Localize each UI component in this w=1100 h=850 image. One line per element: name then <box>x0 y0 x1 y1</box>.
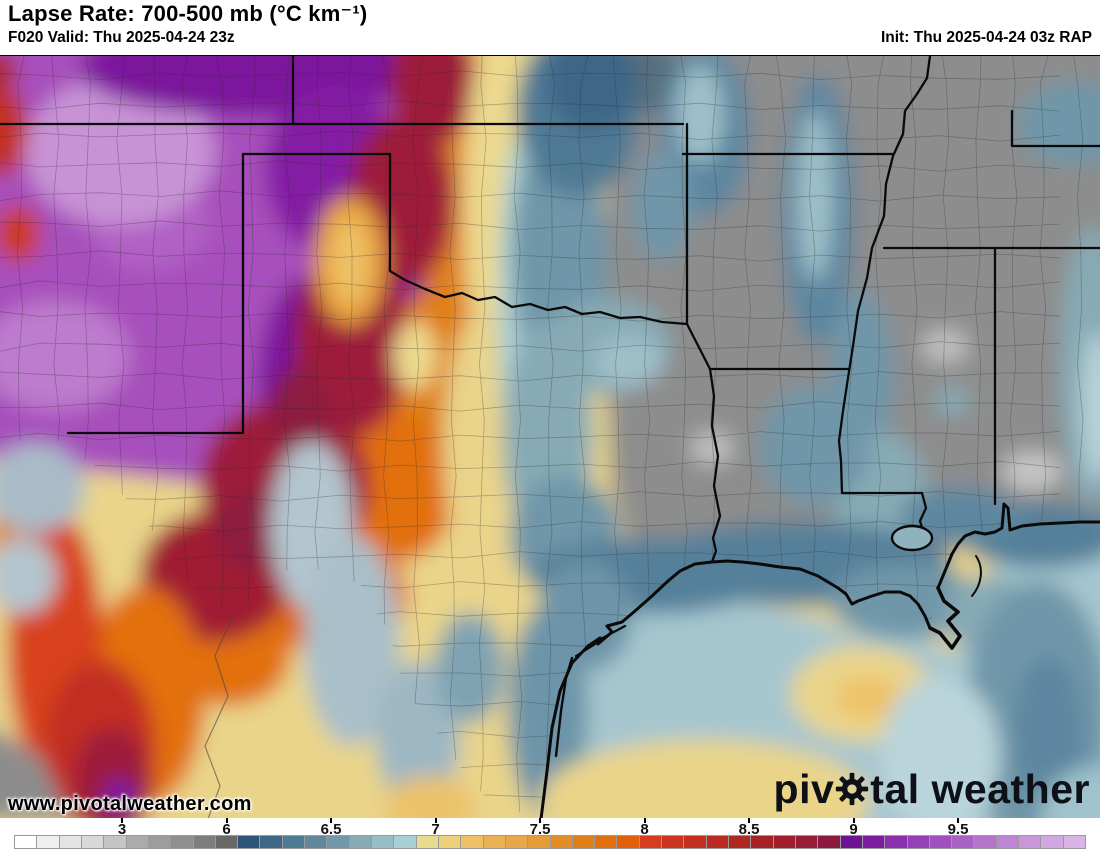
colorbar-cell <box>1041 836 1064 848</box>
state-borders-layer <box>0 56 1100 564</box>
colorbar-cell <box>929 836 953 848</box>
gear-icon <box>835 772 869 813</box>
colorbar-cell <box>840 836 863 848</box>
colorbar-cell <box>215 836 239 848</box>
scale-tick-label: 7.5 <box>529 821 551 838</box>
colorbar-cell <box>37 836 60 848</box>
colorbar-cell <box>327 836 350 848</box>
page-title: Lapse Rate: 700-500 mb (°C km⁻¹) <box>8 1 368 26</box>
scale-tick-mark <box>539 818 541 823</box>
colorbar-cell <box>394 836 417 848</box>
scale-tick-label: 8 <box>640 821 649 838</box>
colorbar-cell <box>729 836 752 848</box>
colorbar-cell <box>996 836 1020 848</box>
coastline-layer <box>539 502 1100 819</box>
colorbar-cell <box>662 836 685 848</box>
mexico-state-line <box>204 614 234 819</box>
colorbar-cell <box>305 836 328 848</box>
scale-tick-label: 6.5 <box>320 821 342 838</box>
weather-map: www.pivotalweather.com piv <box>0 55 1100 820</box>
contour-fill-layer <box>0 56 1100 819</box>
colorbar-cell <box>349 836 372 848</box>
county-lines-layer <box>0 56 1084 819</box>
colorbar-cell <box>862 836 886 848</box>
colorbar-cell <box>59 836 82 848</box>
scale-tick-mark <box>643 818 646 823</box>
colorbar-cell <box>461 836 484 848</box>
colorbar-cell <box>438 836 462 848</box>
colorbar-cell <box>260 836 283 848</box>
colorbar-cell <box>193 836 216 848</box>
colorbar-cell <box>550 836 573 848</box>
colorbar-cell <box>773 836 796 848</box>
colorbar-cell <box>907 836 930 848</box>
scale-tick-label: 9 <box>849 821 858 838</box>
colorbar-cell <box>1063 836 1085 848</box>
scale-tick-mark <box>434 818 437 823</box>
scale-tick-mark <box>225 818 228 823</box>
colorbar-cell <box>1019 836 1042 848</box>
colorbar-cell <box>885 836 908 848</box>
header: Lapse Rate: 700-500 mb (°C km⁻¹) F020 Va… <box>0 0 1100 55</box>
scale-tick-mark <box>957 818 959 823</box>
lapse-rate-field <box>0 56 1100 819</box>
colorbar-cell <box>795 836 819 848</box>
colorbar-cell <box>818 836 841 848</box>
colorbar-cell <box>751 836 774 848</box>
colorbar <box>14 835 1086 849</box>
colorbar-cell <box>952 836 975 848</box>
colorbar-cell <box>416 836 439 848</box>
colorbar-cell <box>617 836 640 848</box>
colorbar-cell <box>639 836 663 848</box>
colorbar-cell <box>528 836 551 848</box>
scale-tick-label: 8.5 <box>738 821 760 838</box>
init-time-text: Init: Thu 2025-04-24 03z RAP <box>880 29 1092 46</box>
colorbar-cell <box>595 836 618 848</box>
colorbar-cell <box>171 836 194 848</box>
watermark-url: www.pivotalweather.com <box>8 793 252 815</box>
colorbar-cell <box>148 836 172 848</box>
colorbar-cell <box>104 836 127 848</box>
brand-watermark: piv tal weather <box>774 766 1090 813</box>
brand-text-post: tal weather <box>870 766 1090 812</box>
colorbar-cell <box>974 836 997 848</box>
colorbar-cell <box>505 836 529 848</box>
scale-tick-label: 3 <box>117 821 127 838</box>
colorbar-cell <box>238 836 261 848</box>
scale-tick-label: 6 <box>222 821 231 838</box>
colorbar-cell <box>81 836 105 848</box>
scale-tick-label: 9.5 <box>947 821 969 838</box>
colorbar-cell <box>15 836 38 848</box>
colorbar-cell <box>372 836 395 848</box>
scale-tick-mark <box>852 818 855 823</box>
brand-text-pre: piv <box>773 766 835 812</box>
colorbar-cell <box>126 836 149 848</box>
valid-time-text: F020 Valid: Thu 2025-04-24 23z <box>8 29 235 46</box>
scale-tick-mark <box>330 818 332 823</box>
scale-tick-label: 7 <box>431 821 440 838</box>
colorbar-cell <box>483 836 506 848</box>
colorbar-cell <box>572 836 596 848</box>
lake-pontchartrain <box>890 524 934 552</box>
scale-tick-mark <box>748 818 750 823</box>
colorbar-cell <box>282 836 306 848</box>
colorbar-cell <box>684 836 707 848</box>
scale-tick-mark <box>121 818 123 823</box>
color-scale: 3 6 6.5 7 7.5 8 8.5 9 9.5 <box>0 818 1100 850</box>
colorbar-cell <box>706 836 729 848</box>
